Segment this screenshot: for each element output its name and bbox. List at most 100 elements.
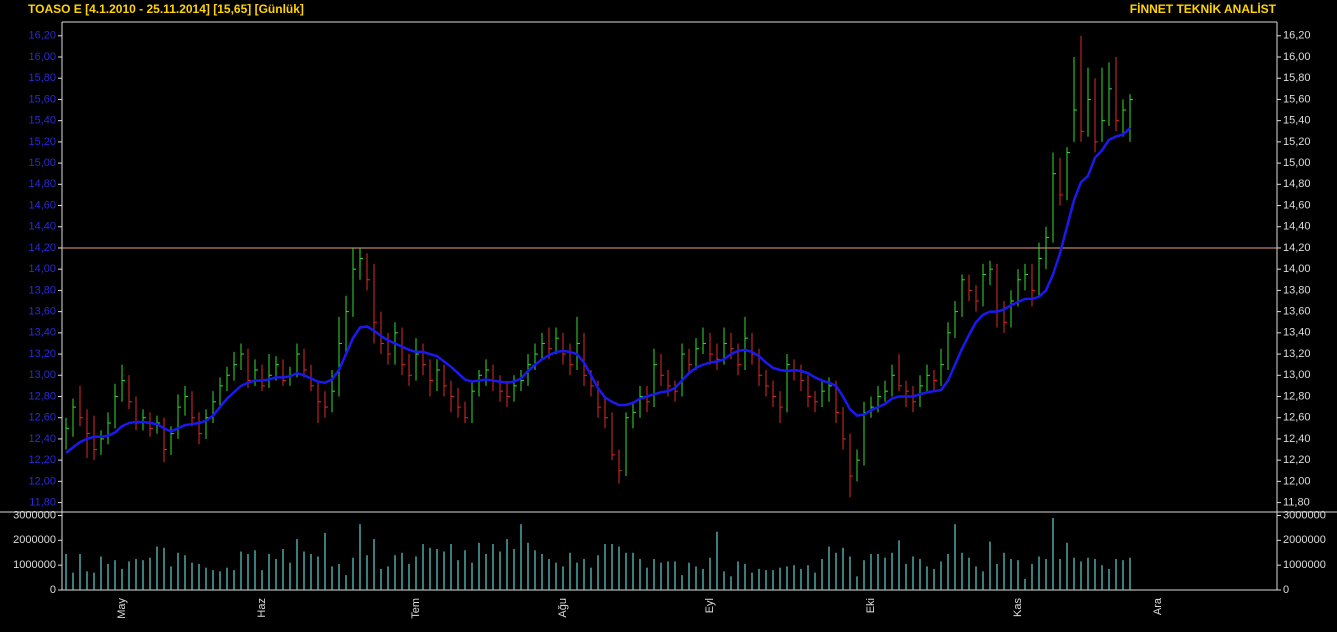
volume-bar [289, 562, 291, 590]
volume-bar [639, 558, 641, 590]
volume-bar [513, 549, 515, 590]
volume-bar [1003, 552, 1005, 590]
volume-bar [1066, 542, 1068, 590]
volume-bar [723, 571, 725, 590]
volume-bar [590, 567, 592, 590]
y-tick-label-left: 14,60 [28, 199, 56, 211]
volume-bar [1052, 517, 1054, 590]
volume-bar [534, 550, 536, 590]
volume-bar [464, 550, 466, 590]
volume-bar [611, 544, 613, 590]
volume-bar [373, 539, 375, 590]
volume-bar [1122, 560, 1124, 590]
x-tick-label: Kas [1012, 598, 1024, 617]
volume-bar [436, 549, 438, 590]
y-tick-label-left: 15,00 [28, 157, 56, 169]
volume-bar [128, 561, 130, 590]
volume-bar [814, 572, 816, 590]
y-tick-label-left: 12,80 [28, 390, 56, 402]
volume-bar [1080, 561, 1082, 590]
y-tick-label-left: 13,20 [28, 348, 56, 360]
volume-bar [394, 555, 396, 590]
x-tick-label: Eki [865, 598, 877, 613]
volume-bar [310, 553, 312, 590]
volume-bar [387, 566, 389, 590]
volume-bar [72, 572, 74, 590]
volume-bar [737, 561, 739, 590]
volume-bar [121, 568, 123, 590]
y-tick-label-right: 15,80 [1283, 72, 1311, 84]
volume-bar [555, 562, 557, 590]
volume-bar [947, 553, 949, 590]
volume-bar [219, 571, 221, 590]
volume-bar [744, 563, 746, 590]
y-tick-label-left: 14,80 [28, 178, 56, 190]
y-tick-label-left: 0 [50, 584, 56, 596]
volume-bar [177, 552, 179, 590]
y-tick-label-left: 12,20 [28, 454, 56, 466]
volume-bar [422, 544, 424, 590]
volume-bar [1129, 557, 1131, 590]
y-tick-label-right: 12,20 [1283, 454, 1311, 466]
volume-bar [142, 560, 144, 590]
volume-bar [786, 566, 788, 590]
volume-bar [541, 553, 543, 590]
volume-bar [240, 551, 242, 590]
y-tick-label-right: 15,40 [1283, 115, 1311, 127]
x-tick-label: May [116, 598, 128, 619]
volume-bar [282, 549, 284, 590]
volume-bar [135, 558, 137, 590]
volume-bar [408, 563, 410, 590]
y-tick-label-left: 13,00 [28, 369, 56, 381]
x-tick-label: Haz [256, 598, 268, 618]
volume-bar [268, 553, 270, 590]
volume-bar [1115, 558, 1117, 590]
y-tick-label-right: 13,40 [1283, 327, 1311, 339]
volume-bar [898, 540, 900, 590]
volume-bar [597, 555, 599, 590]
volume-bar [681, 575, 683, 590]
y-tick-label-left: 13,60 [28, 306, 56, 318]
y-tick-label-right: 15,60 [1283, 93, 1311, 105]
y-tick-label-left: 12,40 [28, 433, 56, 445]
y-tick-label-right: 2000000 [1283, 534, 1326, 546]
y-tick-label-right: 16,00 [1283, 51, 1311, 63]
volume-bar [695, 566, 697, 590]
y-tick-label-left: 2000000 [13, 534, 56, 546]
volume-bar [485, 553, 487, 590]
volume-bar [100, 556, 102, 590]
y-tick-label-left: 15,40 [28, 115, 56, 127]
y-tick-label-right: 14,20 [1283, 242, 1311, 254]
volume-bar [1101, 565, 1103, 590]
volume-bar [506, 539, 508, 590]
volume-bar [1031, 563, 1033, 590]
volume-bar [324, 532, 326, 590]
y-tick-label-right: 12,00 [1283, 475, 1311, 487]
volume-bar [632, 552, 634, 590]
volume-bar [93, 572, 95, 590]
y-tick-label-right: 13,00 [1283, 369, 1311, 381]
volume-bar [905, 563, 907, 590]
volume-bar [478, 542, 480, 590]
volume-bar [170, 566, 172, 590]
volume-bar [730, 576, 732, 590]
chart-title: TOASO E [4.1.2010 - 25.11.2014] [15,65] … [28, 2, 304, 16]
volume-bar [800, 568, 802, 590]
y-tick-label-right: 13,80 [1283, 284, 1311, 296]
y-tick-label-right: 14,00 [1283, 263, 1311, 275]
volume-bar [86, 571, 88, 590]
volume-bar [156, 546, 158, 590]
y-tick-label-right: 15,00 [1283, 157, 1311, 169]
volume-bar [107, 563, 109, 590]
y-tick-label-right: 3000000 [1283, 509, 1326, 521]
volume-bar [429, 547, 431, 590]
volume-bar [457, 560, 459, 590]
volume-bar [499, 551, 501, 590]
y-tick-label-left: 14,20 [28, 242, 56, 254]
volume-bar [940, 561, 942, 590]
x-tick-label: Eyl [704, 598, 716, 613]
y-tick-label-right: 15,20 [1283, 136, 1311, 148]
y-tick-label-left: 15,80 [28, 72, 56, 84]
volume-bar [919, 558, 921, 590]
volume-bar [1010, 558, 1012, 590]
